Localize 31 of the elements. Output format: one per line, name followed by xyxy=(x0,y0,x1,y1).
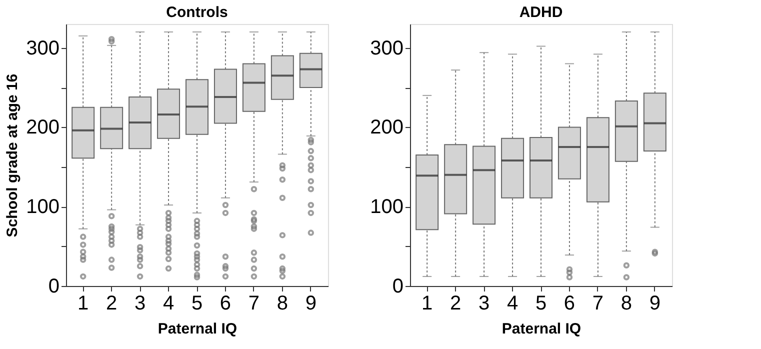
y-tick-label: 200 xyxy=(26,116,60,139)
x-tick-label: 9 xyxy=(305,292,316,314)
y-tick-label: 300 xyxy=(26,37,60,60)
x-tick-label: 6 xyxy=(220,292,232,314)
x-tick-label: 7 xyxy=(248,292,260,314)
chart-title: Controls xyxy=(166,4,228,21)
x-tick-label: 2 xyxy=(450,292,462,314)
x-tick-label: 8 xyxy=(620,292,632,314)
x-tick-label: 3 xyxy=(134,292,146,314)
x-tick-label: 1 xyxy=(78,292,89,314)
x-tick-label: 3 xyxy=(478,292,490,314)
y-tick-label: 300 xyxy=(370,37,404,60)
x-tick-label: 4 xyxy=(506,292,518,314)
x-tick-label: 6 xyxy=(564,292,576,314)
x-tick-label: 4 xyxy=(162,292,174,314)
y-tick-label: 100 xyxy=(370,196,404,218)
x-tick-label: 9 xyxy=(649,292,660,314)
y-tick-label: 100 xyxy=(26,196,60,218)
x-tick-label: 5 xyxy=(191,292,203,314)
y-tick-label: 0 xyxy=(48,276,60,298)
y-tick-label: 0 xyxy=(392,276,404,298)
x-tick-label: 5 xyxy=(535,292,547,314)
y-tick-label: 200 xyxy=(370,116,404,139)
x-axis-title: Paternal IQ xyxy=(502,320,582,338)
x-tick-label: 2 xyxy=(106,292,118,314)
chart-title: ADHD xyxy=(519,4,563,21)
y-axis-title: School grade at age 16 xyxy=(4,74,22,238)
x-axis-title: Paternal IQ xyxy=(158,320,238,338)
x-tick-label: 7 xyxy=(592,292,604,314)
x-tick-label: 8 xyxy=(276,292,288,314)
x-tick-label: 1 xyxy=(422,292,433,314)
